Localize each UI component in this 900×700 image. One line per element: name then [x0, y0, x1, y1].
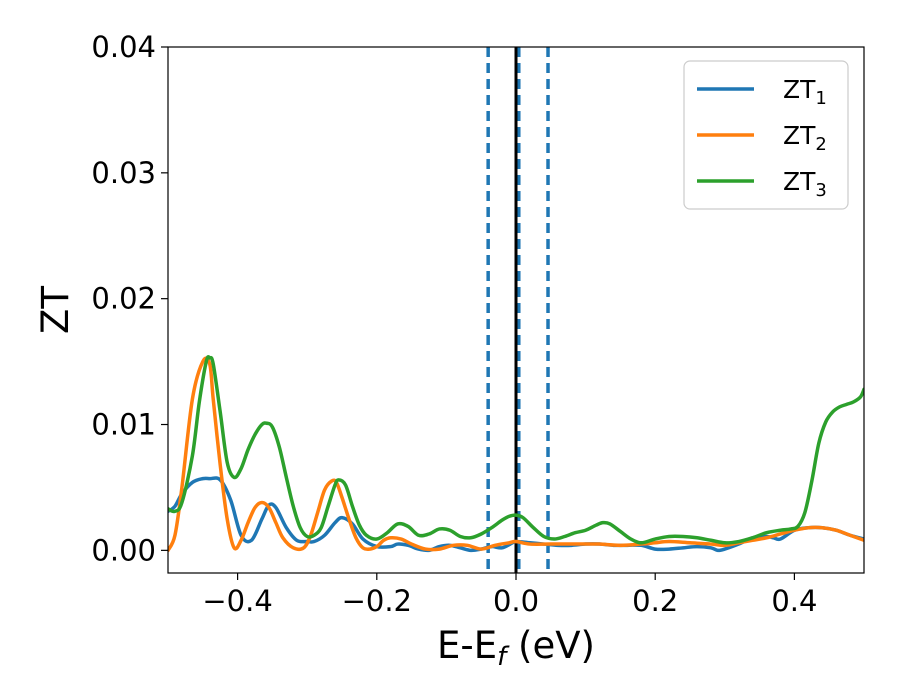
legend-label-zt1: ZT1 [783, 75, 827, 109]
legend: ZT1 ZT2 ZT3 [683, 60, 849, 210]
y-axis-ticks: 0.00 0.01 0.02 0.03 0.04 [91, 30, 168, 567]
x-axis-label-unit: (eV) [506, 624, 595, 667]
series-line-zt2 [168, 356, 864, 553]
series-line-zt1 [168, 476, 864, 553]
x-axis-label: E-Ef (eV) [437, 624, 595, 672]
vertical-lines [486, 47, 550, 573]
y-axis-label: ZT [34, 286, 77, 334]
legend-label-zt3: ZT3 [783, 167, 827, 201]
x-tick-label: 0.2 [632, 584, 678, 618]
legend-box [683, 60, 849, 210]
y-tick-label: 0.03 [91, 156, 156, 190]
series-line-zt3 [168, 355, 864, 545]
x-axis-ticks: −0.4 −0.2 0.0 0.2 0.4 [202, 573, 817, 618]
x-tick-label: −0.2 [342, 584, 412, 618]
x-tick-label: −0.4 [202, 584, 272, 618]
y-tick-label: 0.01 [91, 408, 156, 442]
x-axis-label-main: E-E [437, 624, 497, 667]
y-tick-label: 0.02 [91, 282, 156, 316]
x-tick-label: 0.4 [771, 584, 817, 618]
x-tick-label: 0.0 [493, 584, 539, 618]
legend-label-zt2: ZT2 [783, 121, 827, 155]
y-tick-label: 0.00 [91, 533, 156, 567]
y-tick-label: 0.04 [91, 30, 156, 64]
series-lines [168, 355, 864, 553]
